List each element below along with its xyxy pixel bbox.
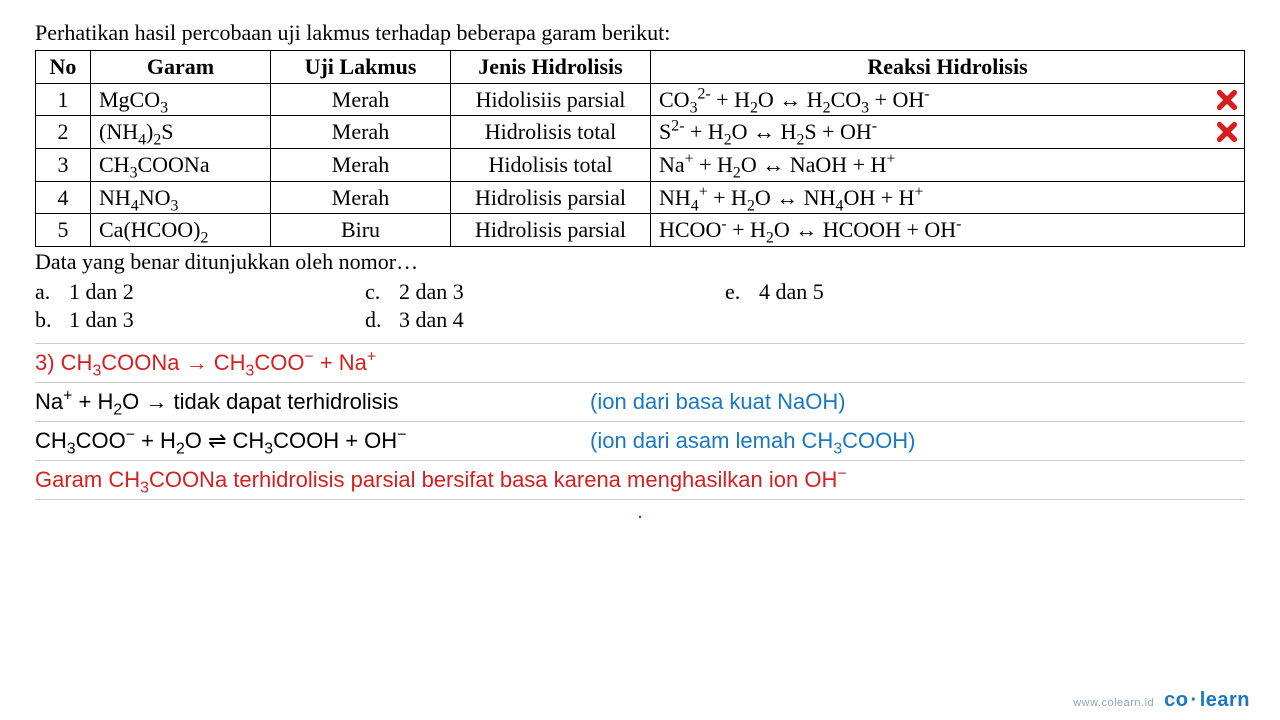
option-e: e. 4 dan 5 <box>725 279 1245 305</box>
option-letter: b. <box>35 307 57 333</box>
cell-no: 4 <box>36 181 91 214</box>
cell-uji: Merah <box>271 181 451 214</box>
cell-no: 5 <box>36 214 91 247</box>
table-row: 3CH3COONaMerahHidolisis totalNa+ + H2O ↔… <box>36 149 1245 182</box>
cell-garam: MgCO3 <box>91 83 271 116</box>
footer-logo: co·learn <box>1164 689 1250 712</box>
hydrolysis-table: No Garam Uji Lakmus Jenis Hidrolisis Rea… <box>35 50 1245 247</box>
footer: www.colearn.id co·learn <box>1073 689 1250 712</box>
option-letter: a. <box>35 279 57 305</box>
work-line-3: CH3COO− + H2O ⇌ CH3COOH + OH− (ion dari … <box>35 421 1245 460</box>
logo-post: learn <box>1200 689 1250 711</box>
option-text: 2 dan 3 <box>399 279 464 305</box>
work-line-4: Garam CH3COONa terhidrolisis parsial ber… <box>35 460 1245 500</box>
option-text: 1 dan 3 <box>69 307 134 333</box>
footer-url: www.colearn.id <box>1073 697 1154 709</box>
cross-icon <box>1216 121 1238 143</box>
work3-right: (ion dari asam lemah CH3COOH) <box>590 428 1245 454</box>
option-text: 1 dan 2 <box>69 279 134 305</box>
option-text: 3 dan 4 <box>399 307 464 333</box>
cell-no: 2 <box>36 116 91 149</box>
cell-reaksi: CO32- + H2O ↔ H2CO3 + OH- <box>651 83 1245 116</box>
question-text: Data yang benar ditunjukkan oleh nomor… <box>35 249 1245 275</box>
th-no: No <box>36 51 91 84</box>
cell-jenis: Hidrolisis parsial <box>451 214 651 247</box>
cell-uji: Merah <box>271 149 451 182</box>
work2-left: Na+ + H2O → tidak dapat terhidrolisis <box>35 389 590 415</box>
option-b: b. 1 dan 3 <box>35 307 365 333</box>
table-row: 2(NH4)2SMerahHidrolisis totalS2- + H2O ↔… <box>36 116 1245 149</box>
work3-left: CH3COO− + H2O ⇌ CH3COOH + OH− <box>35 428 590 454</box>
options-grid: a. 1 dan 2 c. 2 dan 3 e. 4 dan 5 b. 1 da… <box>35 279 1245 333</box>
option-a: a. 1 dan 2 <box>35 279 365 305</box>
option-text: 4 dan 5 <box>759 279 824 305</box>
cell-jenis: Hidolisis total <box>451 149 651 182</box>
cell-reaksi: HCOO- + H2O ↔ HCOOH + OH- <box>651 214 1245 247</box>
option-letter: c. <box>365 279 387 305</box>
table-row: 1MgCO3MerahHidolisiis parsialCO32- + H2O… <box>36 83 1245 116</box>
cell-garam: CH3COONa <box>91 149 271 182</box>
cell-reaksi: Na+ + H2O ↔ NaOH + H+ <box>651 149 1245 182</box>
th-garam: Garam <box>91 51 271 84</box>
option-letter: d. <box>365 307 387 333</box>
option-d: d. 3 dan 4 <box>365 307 725 333</box>
cell-jenis: Hidrolisis parsial <box>451 181 651 214</box>
cell-no: 3 <box>36 149 91 182</box>
cross-icon <box>1216 89 1238 111</box>
cell-garam: (NH4)2S <box>91 116 271 149</box>
cell-uji: Biru <box>271 214 451 247</box>
cell-uji: Merah <box>271 83 451 116</box>
intro-text: Perhatikan hasil percobaan uji lakmus te… <box>35 20 1245 46</box>
cell-reaksi: S2- + H2O ↔ H2S + OH- <box>651 116 1245 149</box>
work2-right: (ion dari basa kuat NaOH) <box>590 389 1245 415</box>
work-line-1: 3) CH3COONa → CH3COO− + Na+ <box>35 343 1245 382</box>
red-dot: . <box>35 498 1245 524</box>
logo-dot: · <box>1191 689 1198 711</box>
work-line-2: Na+ + H2O → tidak dapat terhidrolisis (i… <box>35 382 1245 421</box>
option-letter: e. <box>725 279 747 305</box>
work1-text: 3) CH3COONa → CH3COO− + Na+ <box>35 350 376 375</box>
logo-pre: co <box>1164 689 1188 711</box>
cell-jenis: Hidolisiis parsial <box>451 83 651 116</box>
work4-text: Garam CH3COONa terhidrolisis parsial ber… <box>35 467 847 492</box>
th-reaksi: Reaksi Hidrolisis <box>651 51 1245 84</box>
cell-garam: Ca(HCOO)2 <box>91 214 271 247</box>
table-row: 5Ca(HCOO)2BiruHidrolisis parsialHCOO- + … <box>36 214 1245 247</box>
option-c: c. 2 dan 3 <box>365 279 725 305</box>
table-header-row: No Garam Uji Lakmus Jenis Hidrolisis Rea… <box>36 51 1245 84</box>
th-uji: Uji Lakmus <box>271 51 451 84</box>
cell-reaksi: NH4+ + H2O ↔ NH4OH + H+ <box>651 181 1245 214</box>
table-row: 4NH4NO3MerahHidrolisis parsialNH4+ + H2O… <box>36 181 1245 214</box>
cell-garam: NH4NO3 <box>91 181 271 214</box>
cell-uji: Merah <box>271 116 451 149</box>
th-jenis: Jenis Hidrolisis <box>451 51 651 84</box>
cell-no: 1 <box>36 83 91 116</box>
cell-jenis: Hidrolisis total <box>451 116 651 149</box>
